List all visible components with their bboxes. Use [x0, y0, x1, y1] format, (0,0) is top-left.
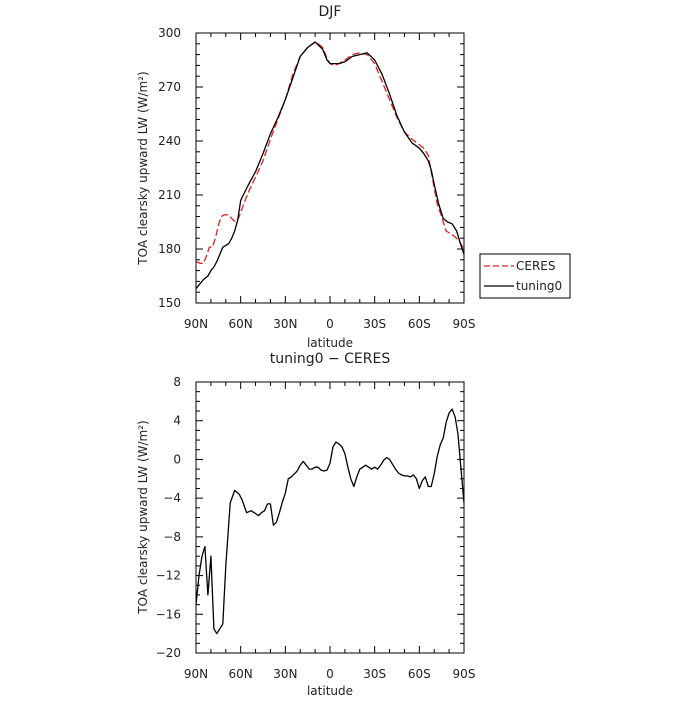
- legend-label-tuning0: tuning0: [516, 279, 562, 293]
- x-axis-label-top: latitude: [307, 336, 353, 350]
- y-tick-label: 210: [158, 188, 181, 202]
- x-tick-label: 90S: [453, 317, 476, 331]
- y-tick-label: −8: [163, 530, 181, 544]
- y-tick-label: 0: [173, 452, 181, 466]
- y-tick-label: 270: [158, 80, 181, 94]
- y-tick-label: 300: [158, 26, 181, 40]
- x-tick-label: 0: [326, 317, 334, 331]
- panel-bottom: 90N 60N 30N 0 30S 60S 90S −20 −16 −12 −8 −4 0 4 8: [156, 375, 476, 681]
- x-tick-label: 90N: [184, 317, 208, 331]
- y-tick-label: 150: [158, 296, 181, 310]
- x-tick-label: 90N: [184, 667, 208, 681]
- x-tick-label: 60S: [408, 317, 431, 331]
- legend-label-ceres: CERES: [516, 259, 556, 273]
- series-line-difference: [195, 408, 465, 635]
- x-tick-label: 60N: [229, 667, 253, 681]
- y-tick-label: 4: [173, 414, 181, 428]
- series-line-tuning0: [195, 41, 465, 290]
- x-tick-label: 30S: [363, 667, 386, 681]
- x-tick-label: 60S: [408, 667, 431, 681]
- x-axis-label-bottom: latitude: [307, 684, 353, 698]
- y-axis-label-top: TOA clearsky upward LW (W/m²): [136, 71, 150, 265]
- series-line-ceres: [195, 41, 465, 265]
- y-axis-label-bottom: TOA clearsky upward LW (W/m²): [136, 420, 150, 614]
- chart-title-top: DJF: [319, 4, 342, 20]
- legend-box: [479, 253, 571, 299]
- x-tick-label: 30S: [363, 317, 386, 331]
- y-tick-label: −16: [156, 607, 181, 621]
- legend: CERES tuning0: [479, 253, 571, 299]
- y-tick-label: −20: [156, 646, 181, 660]
- y-tick-label: 8: [173, 375, 181, 389]
- x-tick-label: 90S: [453, 667, 476, 681]
- y-tick-label: 180: [158, 242, 181, 256]
- panel-top: 90N 60N 30N 0 30S 60S 90S 150 180 210 240 270 300: [158, 26, 475, 331]
- y-tick-label: 240: [158, 134, 181, 148]
- x-tick-label: 30N: [273, 667, 297, 681]
- x-tick-label: 0: [326, 667, 334, 681]
- chart-title-bottom: tuning0 − CERES: [270, 351, 391, 367]
- y-tick-label: −12: [156, 569, 181, 583]
- x-tick-label: 60N: [229, 317, 253, 331]
- plot-frame: [195, 381, 465, 654]
- y-tick-label: −4: [163, 491, 181, 505]
- x-tick-label: 30N: [273, 317, 297, 331]
- plot-frame: [195, 32, 465, 304]
